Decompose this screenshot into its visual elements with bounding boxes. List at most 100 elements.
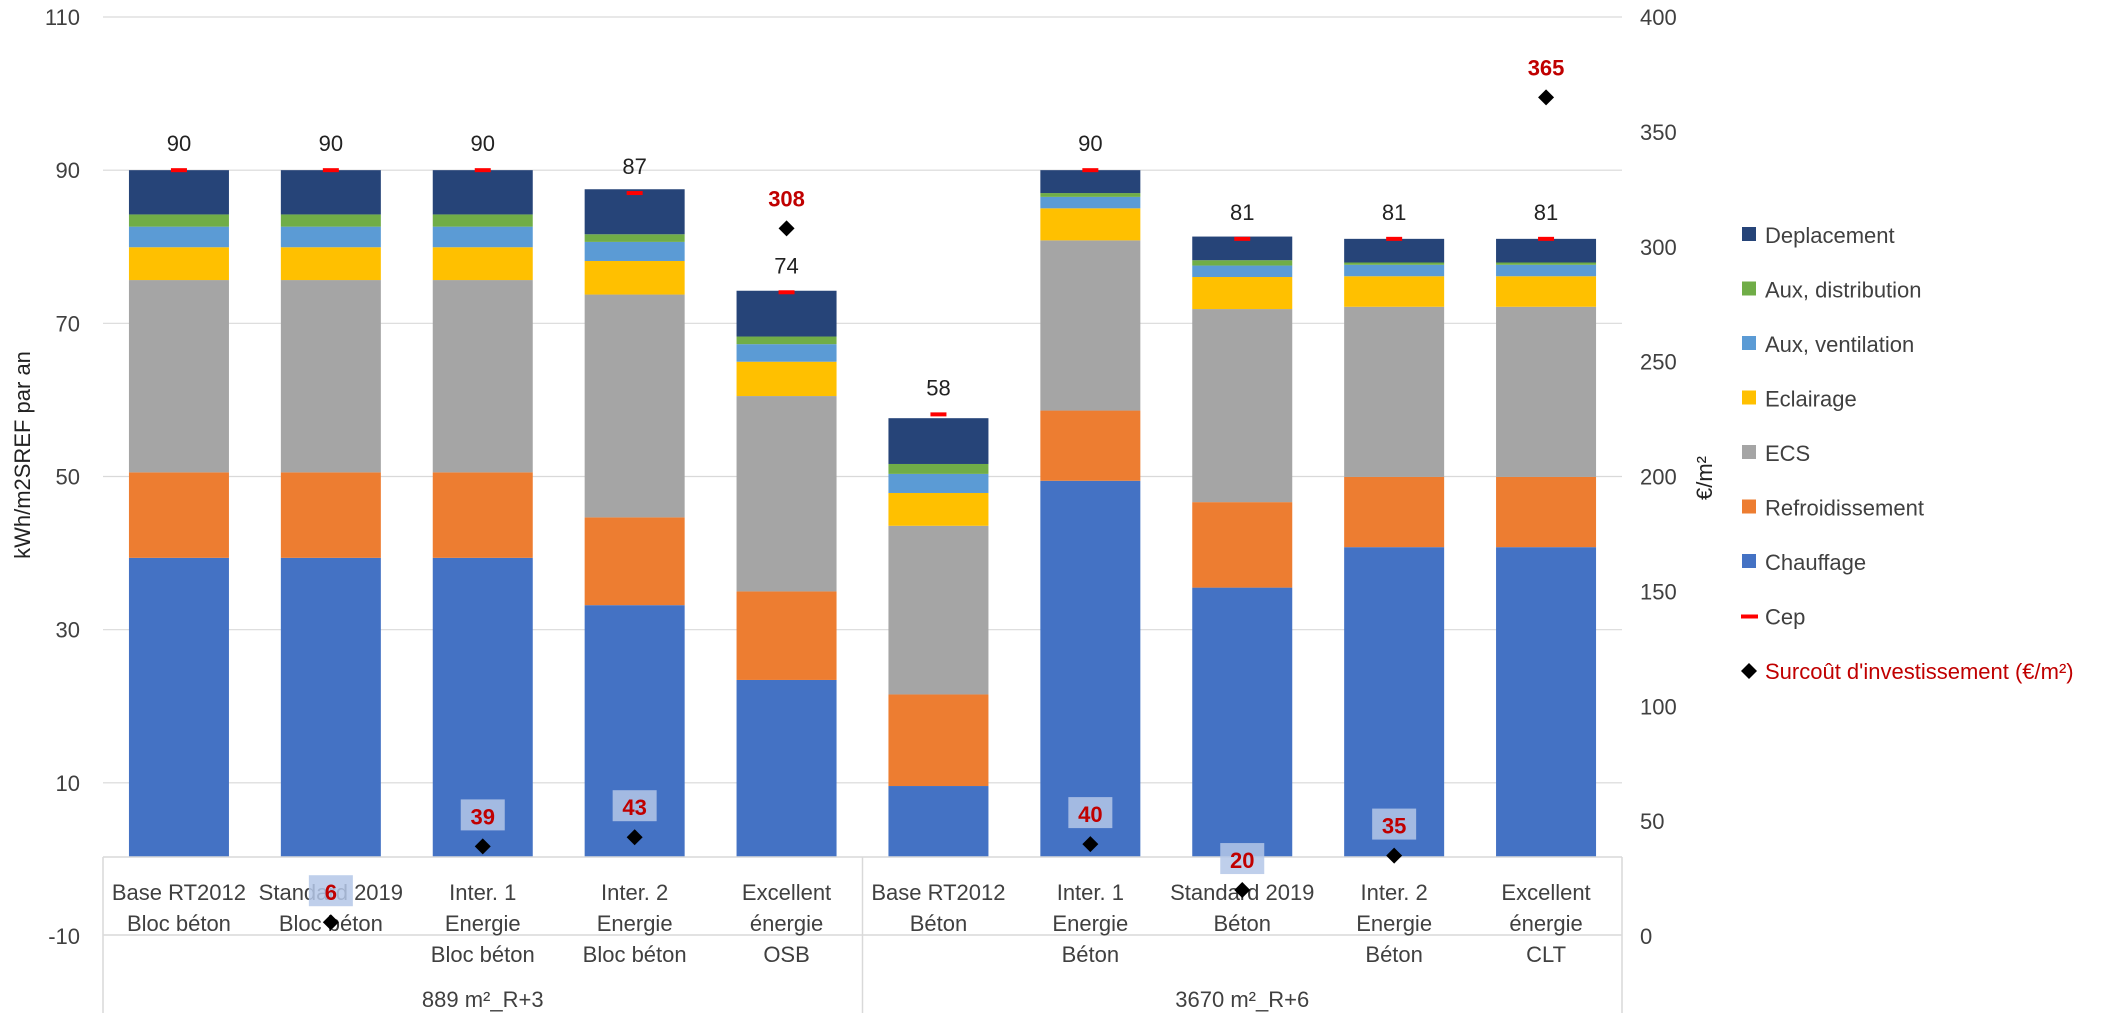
legend-swatch [1741,663,1757,679]
surcout-marker [1082,836,1099,853]
bar-segment-aux-ventilation [128,226,229,248]
y-tick-label: 90 [56,158,80,183]
y2-tick-label: 0 [1640,924,1652,949]
category-label: énergie [750,911,823,936]
cep-total-label: 90 [167,131,191,156]
cep-total-label: 87 [622,154,646,179]
axes: -10 10 30 50 70 90 110 0 50 100 150 200 250 300 350 400… [45,5,1677,1013]
category-label: Inter. 1 [449,880,516,905]
legend-swatch [1742,554,1756,568]
category-label: Bloc béton [583,942,687,967]
cep-marker [1538,236,1555,241]
y2-tick-label: 250 [1640,350,1677,375]
y2-tick-label: 300 [1640,235,1677,260]
bar-segment-deplacement [736,290,837,337]
category-label: Inter. 1 [1057,880,1124,905]
bar-segment-eclairage [584,260,685,295]
bars [128,170,1597,857]
y-tick-label: 50 [56,465,80,490]
bar-segment-aux-ventilation [1040,196,1141,209]
legend-label: Cep [1765,605,1805,630]
surcout-marker [1234,882,1251,899]
bar-segment-ecs [888,525,989,695]
bar-segment-ecs [1496,306,1597,477]
bar-segment-deplacement [1496,238,1597,263]
category-label: Excellent [1501,880,1590,905]
y2-tick-label: 100 [1640,694,1677,719]
bar-segment-aux-distribution [736,336,837,345]
group-label: 889 m²_R+3 [422,987,544,1012]
bar-segment-aux-distribution [888,463,989,474]
bar-segment-ecs [128,280,229,473]
surcout-label: 35 [1382,814,1406,839]
bar-segment-deplacement [584,189,685,235]
surcout-label-bg [1068,797,1113,829]
surcout-label: 308 [768,186,805,211]
cep-marker [1082,168,1099,173]
legend-swatch [1742,445,1756,459]
surcout-marker [1538,89,1555,106]
bar-segment-aux-ventilation [1192,265,1293,278]
bar-segment-eclairage [1192,277,1293,310]
legend-swatch [1742,336,1756,350]
category-label: Base RT2012 [871,880,1005,905]
group-label: 3670 m²_R+6 [1175,987,1309,1012]
category-label: Energie [597,911,673,936]
bar-segment-deplacement [1040,170,1141,194]
surcout-label-bg [1372,808,1417,840]
cep-marker [170,168,187,173]
legend-label: Deplacement [1765,223,1895,248]
bar-segment-aux-distribution [1192,260,1293,266]
cep-marker [930,412,947,417]
surcout-marker [322,914,339,931]
cep-marker [626,191,643,196]
overlay-markers: 90 90 6 90 39 87 43 74 308 58 90 40 81 20 81 35 81 365 [167,55,1565,931]
legend-label: Eclairage [1765,387,1857,412]
bar-segment-aux-ventilation [432,226,533,248]
category-label: Béton [1365,942,1423,967]
bar-segment-refroidissement [1344,476,1445,548]
bar-segment-aux-distribution [432,214,533,227]
bar-segment-aux-ventilation [280,226,381,248]
bar-segment-chauffage [736,679,837,857]
legend-label: Surcoût d'investissement (€/m²) [1765,659,2074,684]
bar-segment-refroidissement [888,694,989,787]
surcout-label-bg [460,799,505,831]
bar-segment-refroidissement [432,472,533,558]
legend-label: Aux, distribution [1765,278,1922,303]
surcout-label: 20 [1230,848,1254,873]
surcout-label: 39 [471,804,495,829]
surcout-label: 365 [1528,55,1565,80]
y-tick-label: 30 [56,618,80,643]
bar-segment-aux-ventilation [1344,264,1445,277]
bar-segment-chauffage [1496,547,1597,857]
legend-label: Aux, ventilation [1765,332,1914,357]
y-axis-title: kWh/m2SREF par an [10,351,35,559]
category-label: Inter. 2 [1361,880,1428,905]
bar-segment-deplacement [1192,236,1293,261]
bar-segment-ecs [584,294,685,518]
bar-segment-aux-distribution [584,234,685,242]
cep-marker [778,290,795,295]
bar-segment-aux-distribution [1496,262,1597,265]
category-label: Bloc béton [431,942,535,967]
bar-segment-chauffage [1344,547,1445,857]
cep-marker [1386,236,1403,241]
bar-segment-ecs [1344,306,1445,477]
bar-segment-chauffage [280,557,381,857]
surcout-label: 43 [622,795,646,820]
surcout-marker [626,829,643,846]
y2-tick-label: 200 [1640,465,1677,490]
bar-segment-refroidissement [1040,410,1141,481]
bar-segment-refroidissement [128,472,229,558]
bar-segment-deplacement [280,170,381,215]
cep-total-label: 81 [1230,200,1254,225]
cep-total-label: 74 [774,253,798,278]
cep-total-label: 90 [319,131,343,156]
bar-segment-ecs [432,280,533,473]
cep-total-label: 58 [926,375,950,400]
bar-segment-aux-distribution [1344,262,1445,265]
y-tick-label: 70 [56,311,80,336]
bar-segment-aux-ventilation [584,241,685,261]
bar-segment-aux-distribution [280,214,381,227]
